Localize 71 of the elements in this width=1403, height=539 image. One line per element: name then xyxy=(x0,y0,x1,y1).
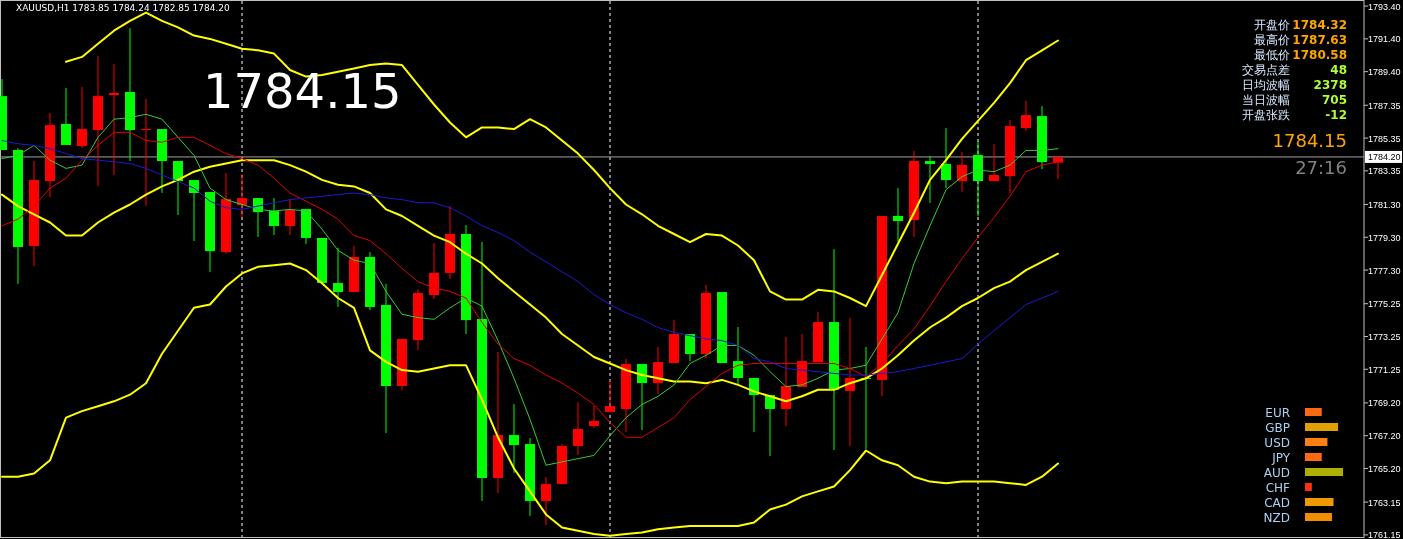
candlestick xyxy=(173,160,183,216)
bar xyxy=(1305,483,1312,491)
y-tick-label: 1793.40 xyxy=(1368,1,1401,12)
candlestick xyxy=(733,326,743,386)
y-tick-label: 1765.20 xyxy=(1368,463,1401,474)
bar xyxy=(1305,453,1322,461)
y-tick-label: USD xyxy=(1264,435,1290,450)
candlestick xyxy=(893,187,903,243)
bar xyxy=(1305,513,1332,521)
y-tick-label: 1777.30 xyxy=(1368,265,1401,276)
y-tick-label: 1779.30 xyxy=(1368,232,1401,243)
y-tick-label: 1769.20 xyxy=(1368,398,1401,409)
candlestick xyxy=(1053,155,1063,180)
y-tick-label: 1773.25 xyxy=(1368,331,1401,342)
bar xyxy=(1305,498,1334,506)
y-tick-label: 1767.20 xyxy=(1368,431,1401,442)
y-tick-label: 1789.40 xyxy=(1368,67,1401,78)
candlestick xyxy=(429,242,439,300)
y-tick-label: 1787.35 xyxy=(1368,100,1401,111)
y-tick-label: NZD xyxy=(1263,510,1290,525)
candlestick xyxy=(541,476,551,526)
candlestick xyxy=(61,87,71,146)
text: 当日波幅 705 xyxy=(1242,93,1347,107)
y-tick-label: 1775.25 xyxy=(1368,299,1401,310)
candlestick xyxy=(77,86,87,149)
y-tick-label: 1763.15 xyxy=(1368,497,1401,508)
bar xyxy=(1305,408,1322,416)
y-tick-label: CAD xyxy=(1264,495,1290,510)
y-tick-label: 1785.35 xyxy=(1368,133,1401,144)
candlestick xyxy=(269,197,279,236)
candlestick xyxy=(589,405,599,429)
y-tick-label: 1791.40 xyxy=(1368,34,1401,45)
bar xyxy=(1305,468,1343,476)
bar xyxy=(1305,423,1339,431)
line-series xyxy=(1,262,1059,537)
candlestick xyxy=(333,247,343,308)
candlestick xyxy=(653,346,663,395)
y-tick-label: 1771.25 xyxy=(1368,364,1401,375)
y-tick-label: CHF xyxy=(1265,480,1291,495)
annotation: 1784.15 xyxy=(203,63,402,119)
bar xyxy=(1305,438,1328,446)
candlestick xyxy=(941,127,951,189)
text: 交易点差 48 xyxy=(1242,63,1347,77)
text: 开盘价 1784.32 xyxy=(1254,18,1347,32)
candlestick xyxy=(285,199,295,236)
candlestick xyxy=(925,155,935,204)
candlestick xyxy=(1021,100,1031,132)
ref-line-label: 1784.20 xyxy=(1368,152,1401,163)
text: 最高价 1787.63 xyxy=(1254,33,1347,47)
candlestick xyxy=(989,143,999,182)
text: 日均波幅 2378 xyxy=(1242,78,1347,92)
candlestick xyxy=(509,403,519,474)
candlestick xyxy=(605,379,615,413)
y-tick-label: 1781.30 xyxy=(1368,199,1401,210)
candlestick xyxy=(957,151,967,193)
candlestick xyxy=(685,333,695,362)
y-tick-label: EUR xyxy=(1265,405,1290,420)
y-tick-label: JPY xyxy=(1271,450,1291,465)
text: 1784.15 xyxy=(1272,130,1347,151)
y-tick-label: AUD xyxy=(1263,465,1290,480)
y-tick-label: 1761.15 xyxy=(1368,530,1401,539)
candlestick xyxy=(573,401,583,456)
line-series xyxy=(65,11,1059,308)
chart-title: XAUUSD,H1 1783.85 1784.24 1782.85 1784.20 xyxy=(16,3,231,13)
text: 开盘张跌 -12 xyxy=(1242,108,1347,122)
candlestick xyxy=(141,98,151,207)
candlestick xyxy=(109,63,119,176)
y-tick-label: 1783.35 xyxy=(1368,166,1401,177)
text: 最低价 1780.58 xyxy=(1254,48,1347,62)
y-tick-label: GBP xyxy=(1265,420,1290,435)
text: 27:16 xyxy=(1295,157,1347,178)
